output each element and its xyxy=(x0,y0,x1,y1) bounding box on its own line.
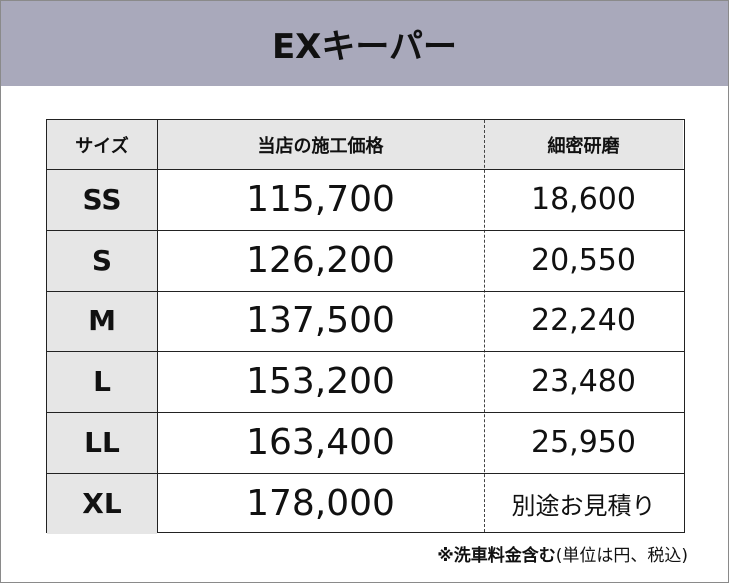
footnote-normal: (単位は円、税込) xyxy=(555,546,688,566)
size-cell: XL xyxy=(82,486,122,520)
row-line xyxy=(47,473,684,474)
polish-cell: 25,950 xyxy=(531,425,636,461)
footnote-bold: ※洗車料金含む xyxy=(437,546,556,566)
column-header: サイズ xyxy=(75,135,129,157)
size-cell: LL xyxy=(84,426,120,460)
polish-cell: 20,550 xyxy=(531,242,636,278)
column-header: 細密研磨 xyxy=(547,135,620,157)
polish-cell: 23,480 xyxy=(531,364,636,400)
price-cell: 153,200 xyxy=(246,361,395,403)
polish-cell: 別途お見積り xyxy=(511,491,656,520)
size-cell: L xyxy=(93,365,111,399)
row-line xyxy=(47,290,684,292)
footnote: ※洗車料金含む(単位は円、税込) xyxy=(437,541,688,566)
polish-cell: 18,600 xyxy=(531,181,636,217)
row-line xyxy=(47,229,684,231)
row-line xyxy=(47,169,684,170)
header-bg xyxy=(47,120,683,169)
price-table: サイズ 当店の施工価格 細密研磨 SS 115,700 18,600 S 126,200 20,… xyxy=(46,119,685,534)
price-cell: 163,400 xyxy=(246,422,395,464)
row-line xyxy=(47,351,684,353)
price-cell: 115,700 xyxy=(246,178,395,220)
price-cell: 178,000 xyxy=(246,482,395,524)
column-header: 当店の施工価格 xyxy=(257,135,384,157)
col-line-dashed xyxy=(484,120,485,532)
title: EXキーパー xyxy=(1,1,728,86)
size-cell: S xyxy=(91,243,113,277)
row-line xyxy=(47,412,684,414)
size-cell: SS xyxy=(82,182,122,216)
price-cell: 137,500 xyxy=(246,300,395,342)
col-line xyxy=(157,120,158,532)
polish-cell: 22,240 xyxy=(531,303,636,339)
size-cell: M xyxy=(88,304,116,338)
price-cell: 126,200 xyxy=(246,239,395,281)
